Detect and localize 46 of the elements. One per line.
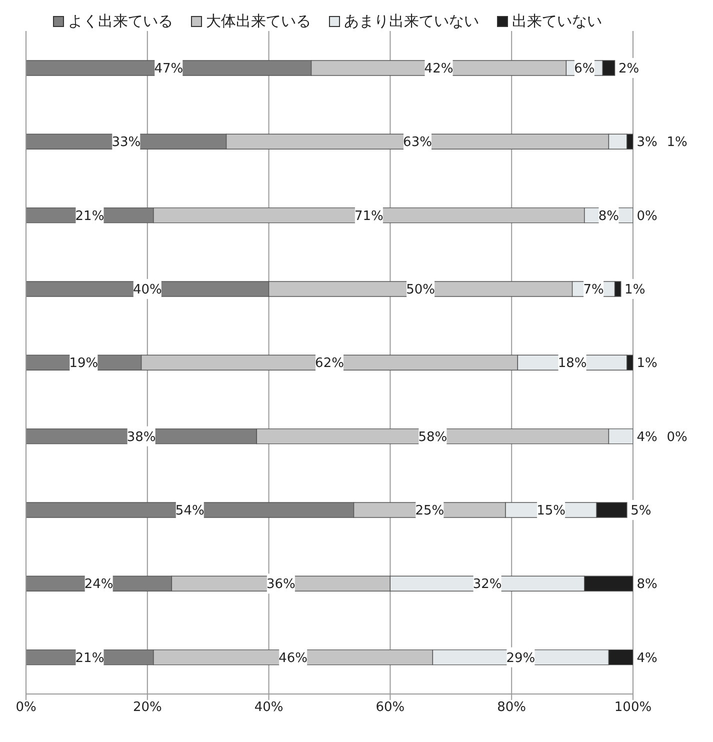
data-label: 1%	[636, 356, 658, 372]
data-label: 19%	[69, 356, 98, 372]
data-label: 6%	[574, 62, 595, 77]
data-label: 63%	[403, 135, 432, 150]
data-label: 33%	[112, 135, 141, 150]
x-tick-label: 80%	[497, 700, 526, 716]
data-label: 3%	[636, 135, 658, 150]
data-label: 36%	[266, 577, 296, 592]
data-label: 42%	[424, 62, 454, 77]
data-label: 18%	[558, 356, 587, 372]
data-label: 21%	[75, 650, 104, 666]
data-label: 1%	[624, 282, 646, 298]
legend-label: あまり出来ていない	[344, 12, 479, 31]
data-label: 15%	[536, 504, 566, 519]
data-label: 5%	[630, 504, 652, 519]
data-label: 32%	[472, 577, 502, 592]
data-label: 4%	[636, 650, 658, 666]
data-label: 50%	[406, 282, 436, 298]
data-label: 46%	[278, 650, 308, 666]
data-label: 1%	[666, 135, 688, 150]
data-label: 54%	[175, 504, 204, 519]
data-label: 58%	[418, 430, 448, 445]
legend-label: 出来ていない	[512, 12, 602, 31]
x-tick-label: 0%	[16, 700, 36, 716]
x-tick-label: 100%	[614, 700, 652, 716]
data-label: 29%	[506, 650, 536, 666]
data-label: 25%	[415, 504, 444, 519]
data-label: 71%	[354, 208, 384, 224]
data-label: 24%	[84, 577, 114, 592]
x-tick-label: 40%	[254, 700, 284, 716]
data-label: 0%	[666, 430, 688, 445]
x-tick-label: 60%	[376, 700, 405, 716]
data-label: 8%	[598, 208, 620, 224]
data-label: 7%	[583, 282, 604, 298]
data-label: 0%	[636, 208, 658, 224]
data-label: 2%	[618, 62, 640, 77]
data-label: 47%	[154, 62, 184, 77]
data-label: 21%	[75, 208, 104, 224]
legend-label: 大体出来ている	[206, 12, 311, 31]
data-label: 4%	[636, 430, 658, 445]
data-label: 38%	[126, 430, 156, 445]
data-label: 62%	[315, 356, 344, 372]
legend-label: よく出来ている	[68, 12, 173, 31]
x-tick-label: 20%	[132, 700, 162, 716]
data-label: 8%	[636, 577, 658, 592]
data-label: 40%	[132, 282, 162, 298]
